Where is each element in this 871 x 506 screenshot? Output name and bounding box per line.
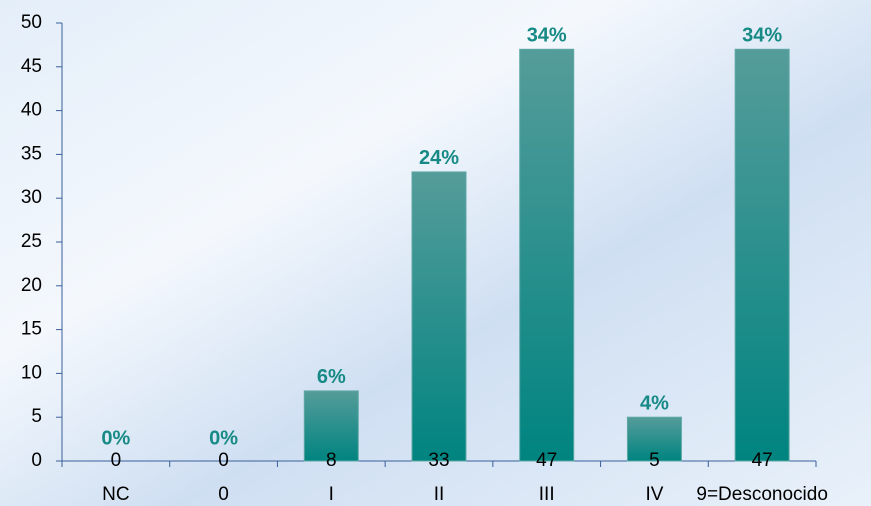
percent-label: 0%	[209, 427, 238, 449]
percent-label: 34%	[742, 25, 782, 47]
percent-label: 0%	[101, 427, 130, 449]
bar	[519, 48, 575, 462]
value-label: 47	[536, 450, 557, 471]
y-tick-label: 15	[21, 319, 42, 340]
y-tick-label: 10	[21, 362, 42, 383]
y-tick-label: 35	[21, 143, 42, 164]
y-tick-label: 40	[21, 100, 42, 121]
percent-label: 6%	[317, 366, 346, 388]
y-tick-label: 5	[31, 406, 42, 427]
value-label: 8	[326, 450, 337, 471]
bar	[734, 48, 790, 462]
y-tick-label: 50	[21, 12, 42, 33]
x-tick-label: I	[329, 484, 334, 505]
value-label: 33	[428, 450, 449, 471]
y-tick-label: 20	[21, 275, 42, 296]
value-label: 0	[218, 450, 229, 471]
x-tick-label: 0	[218, 484, 229, 505]
y-tick-label: 0	[31, 450, 42, 471]
y-tick-label: 45	[21, 56, 42, 77]
percent-label: 24%	[419, 147, 459, 169]
bar	[303, 390, 359, 462]
bar	[411, 171, 467, 462]
x-tick-label: IV	[645, 484, 663, 505]
x-tick-label: NC	[102, 484, 129, 505]
value-label: 5	[649, 450, 660, 471]
value-label: 47	[752, 450, 773, 471]
percent-label: 4%	[640, 392, 669, 414]
bar	[626, 416, 682, 462]
x-tick-label: 9=Desconocido	[696, 484, 828, 505]
y-tick-label: 25	[21, 231, 42, 252]
percent-label: 34%	[527, 25, 567, 47]
value-label: 0	[111, 450, 122, 471]
x-tick-label: II	[434, 484, 445, 505]
x-tick-label: III	[539, 484, 555, 505]
y-tick-label: 30	[21, 187, 42, 208]
